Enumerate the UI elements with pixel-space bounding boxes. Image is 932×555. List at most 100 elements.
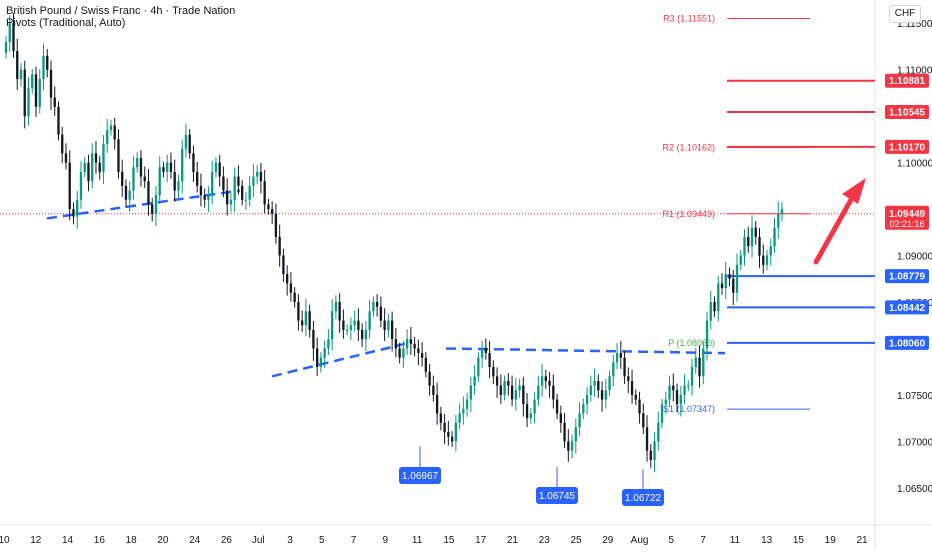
- candle-body: [360, 329, 364, 340]
- x-tick-label: 3: [287, 535, 293, 546]
- candle-body: [151, 204, 154, 214]
- candle-body: [38, 78, 41, 107]
- candle-body: [166, 162, 169, 172]
- candle-body: [623, 357, 626, 377]
- candle-body: [510, 385, 514, 400]
- candle-body: [672, 385, 675, 391]
- level-price-badge: [885, 139, 929, 154]
- candle-body: [499, 385, 503, 395]
- candle-body: [300, 320, 304, 326]
- candle-body: [34, 74, 38, 107]
- arrow-shaft: [813, 195, 855, 265]
- candle-body: [585, 394, 589, 405]
- candle-body: [154, 195, 158, 214]
- candle-body: [413, 343, 416, 349]
- candle-body: [57, 106, 60, 135]
- candle-body: [758, 236, 761, 256]
- candle-body: [604, 390, 607, 400]
- candle-body: [278, 236, 281, 256]
- candle-body: [117, 139, 120, 172]
- candle-body: [687, 385, 690, 387]
- candle-body: [428, 371, 431, 386]
- candle-body: [23, 69, 26, 117]
- candle-body: [61, 134, 64, 154]
- candle-body: [214, 162, 218, 172]
- candle-body: [211, 171, 214, 196]
- candle-body: [713, 301, 716, 312]
- currency-badge[interactable]: CHF: [889, 5, 921, 23]
- candle-body: [477, 357, 480, 377]
- x-tick-label: 16: [94, 535, 106, 546]
- time-axis: 10 12 14 16 18 20 24 26 Jul 3 5 7 9 11 15 17 21 23 25 29 Aug…: [0, 535, 868, 546]
- candle-body: [552, 385, 555, 400]
- candle-body: [181, 148, 184, 182]
- candle-body: [773, 227, 776, 247]
- candle-body: [630, 380, 634, 395]
- candle-body: [199, 185, 203, 196]
- x-tick-label: 26: [221, 535, 233, 546]
- x-tick-label: 29: [602, 535, 614, 546]
- candle-body: [709, 301, 712, 321]
- candle-body: [87, 162, 90, 182]
- candle-body: [465, 399, 469, 409]
- candle-body: [432, 385, 435, 395]
- candle-body: [657, 422, 660, 442]
- candle-body: [724, 274, 727, 289]
- candle-body: [439, 413, 443, 423]
- low-badge: [622, 489, 664, 506]
- level-price-label: 1.10881: [889, 76, 926, 87]
- candle-body: [226, 190, 229, 205]
- x-tick-label: 9: [383, 535, 389, 546]
- x-tick-label: 12: [30, 535, 42, 546]
- candle-body: [694, 357, 697, 368]
- pivot-label: P (1.08060): [668, 338, 715, 348]
- candle-body: [173, 171, 176, 191]
- candle-body: [139, 157, 143, 177]
- candle-body: [64, 153, 68, 163]
- low-label: 1.06967: [402, 471, 439, 482]
- low-labels: 1.06967 1.06745 1.06722: [399, 446, 664, 506]
- candle-body: [72, 209, 75, 217]
- candle-body: [387, 320, 390, 330]
- x-tick-label: Aug: [631, 535, 649, 546]
- x-tick-label: 23: [539, 535, 551, 546]
- indicator-label[interactable]: Pivots (Traditional, Auto): [6, 17, 126, 29]
- candle-body: [683, 385, 686, 395]
- candle-body: [769, 246, 772, 256]
- candle-body: [645, 427, 649, 451]
- candle-body: [91, 153, 94, 182]
- candle-body: [244, 199, 248, 201]
- candle-body: [285, 274, 289, 284]
- candle-body: [533, 399, 536, 414]
- candle-body: [31, 74, 34, 89]
- candle-body: [462, 408, 465, 414]
- candle-body: [420, 353, 424, 358]
- candle-body: [46, 55, 49, 70]
- candle-body: [615, 353, 619, 363]
- candle-body: [83, 162, 86, 172]
- candle-body: [563, 422, 566, 442]
- candle-body: [417, 348, 420, 354]
- pivot-levels: R3 (1.11551) R2 (1.10162) R1 (1.09449) P (1…: [0, 13, 875, 414]
- candle-body: [218, 162, 221, 177]
- candle-body: [282, 255, 285, 275]
- candle-body: [454, 422, 458, 442]
- level-price-label: 1.10545: [889, 107, 926, 118]
- candle-body: [124, 185, 128, 200]
- x-tick-label: 5: [669, 535, 675, 546]
- y-tick-label: 1.10000: [897, 159, 932, 170]
- candle-body: [473, 376, 476, 386]
- x-tick-label: 10: [0, 535, 10, 546]
- candle-body: [327, 339, 330, 349]
- candle-body: [447, 432, 450, 437]
- candle-body: [717, 283, 720, 312]
- candle-body: [68, 162, 71, 210]
- candle-body: [312, 329, 315, 349]
- candle-body: [780, 209, 784, 214]
- candle-body: [169, 162, 173, 172]
- candle-body: [27, 88, 30, 117]
- candle-body: [98, 162, 101, 172]
